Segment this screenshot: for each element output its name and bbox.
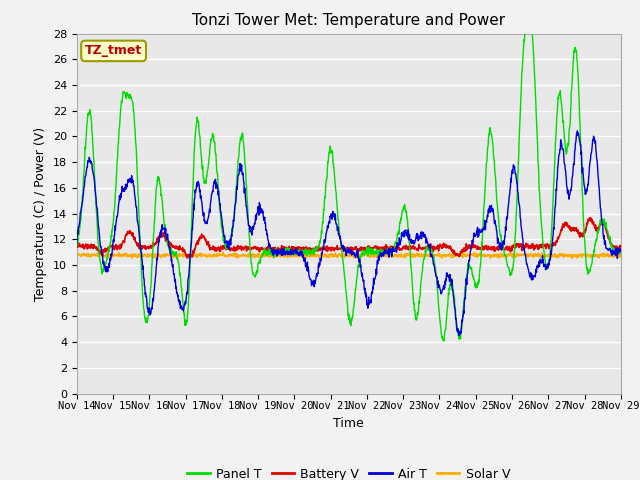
Title: Tonzi Tower Met: Temperature and Power: Tonzi Tower Met: Temperature and Power [192,13,506,28]
X-axis label: Time: Time [333,417,364,430]
Y-axis label: Temperature (C) / Power (V): Temperature (C) / Power (V) [35,127,47,300]
Legend: Panel T, Battery V, Air T, Solar V: Panel T, Battery V, Air T, Solar V [182,463,515,480]
Text: TZ_tmet: TZ_tmet [85,44,142,58]
